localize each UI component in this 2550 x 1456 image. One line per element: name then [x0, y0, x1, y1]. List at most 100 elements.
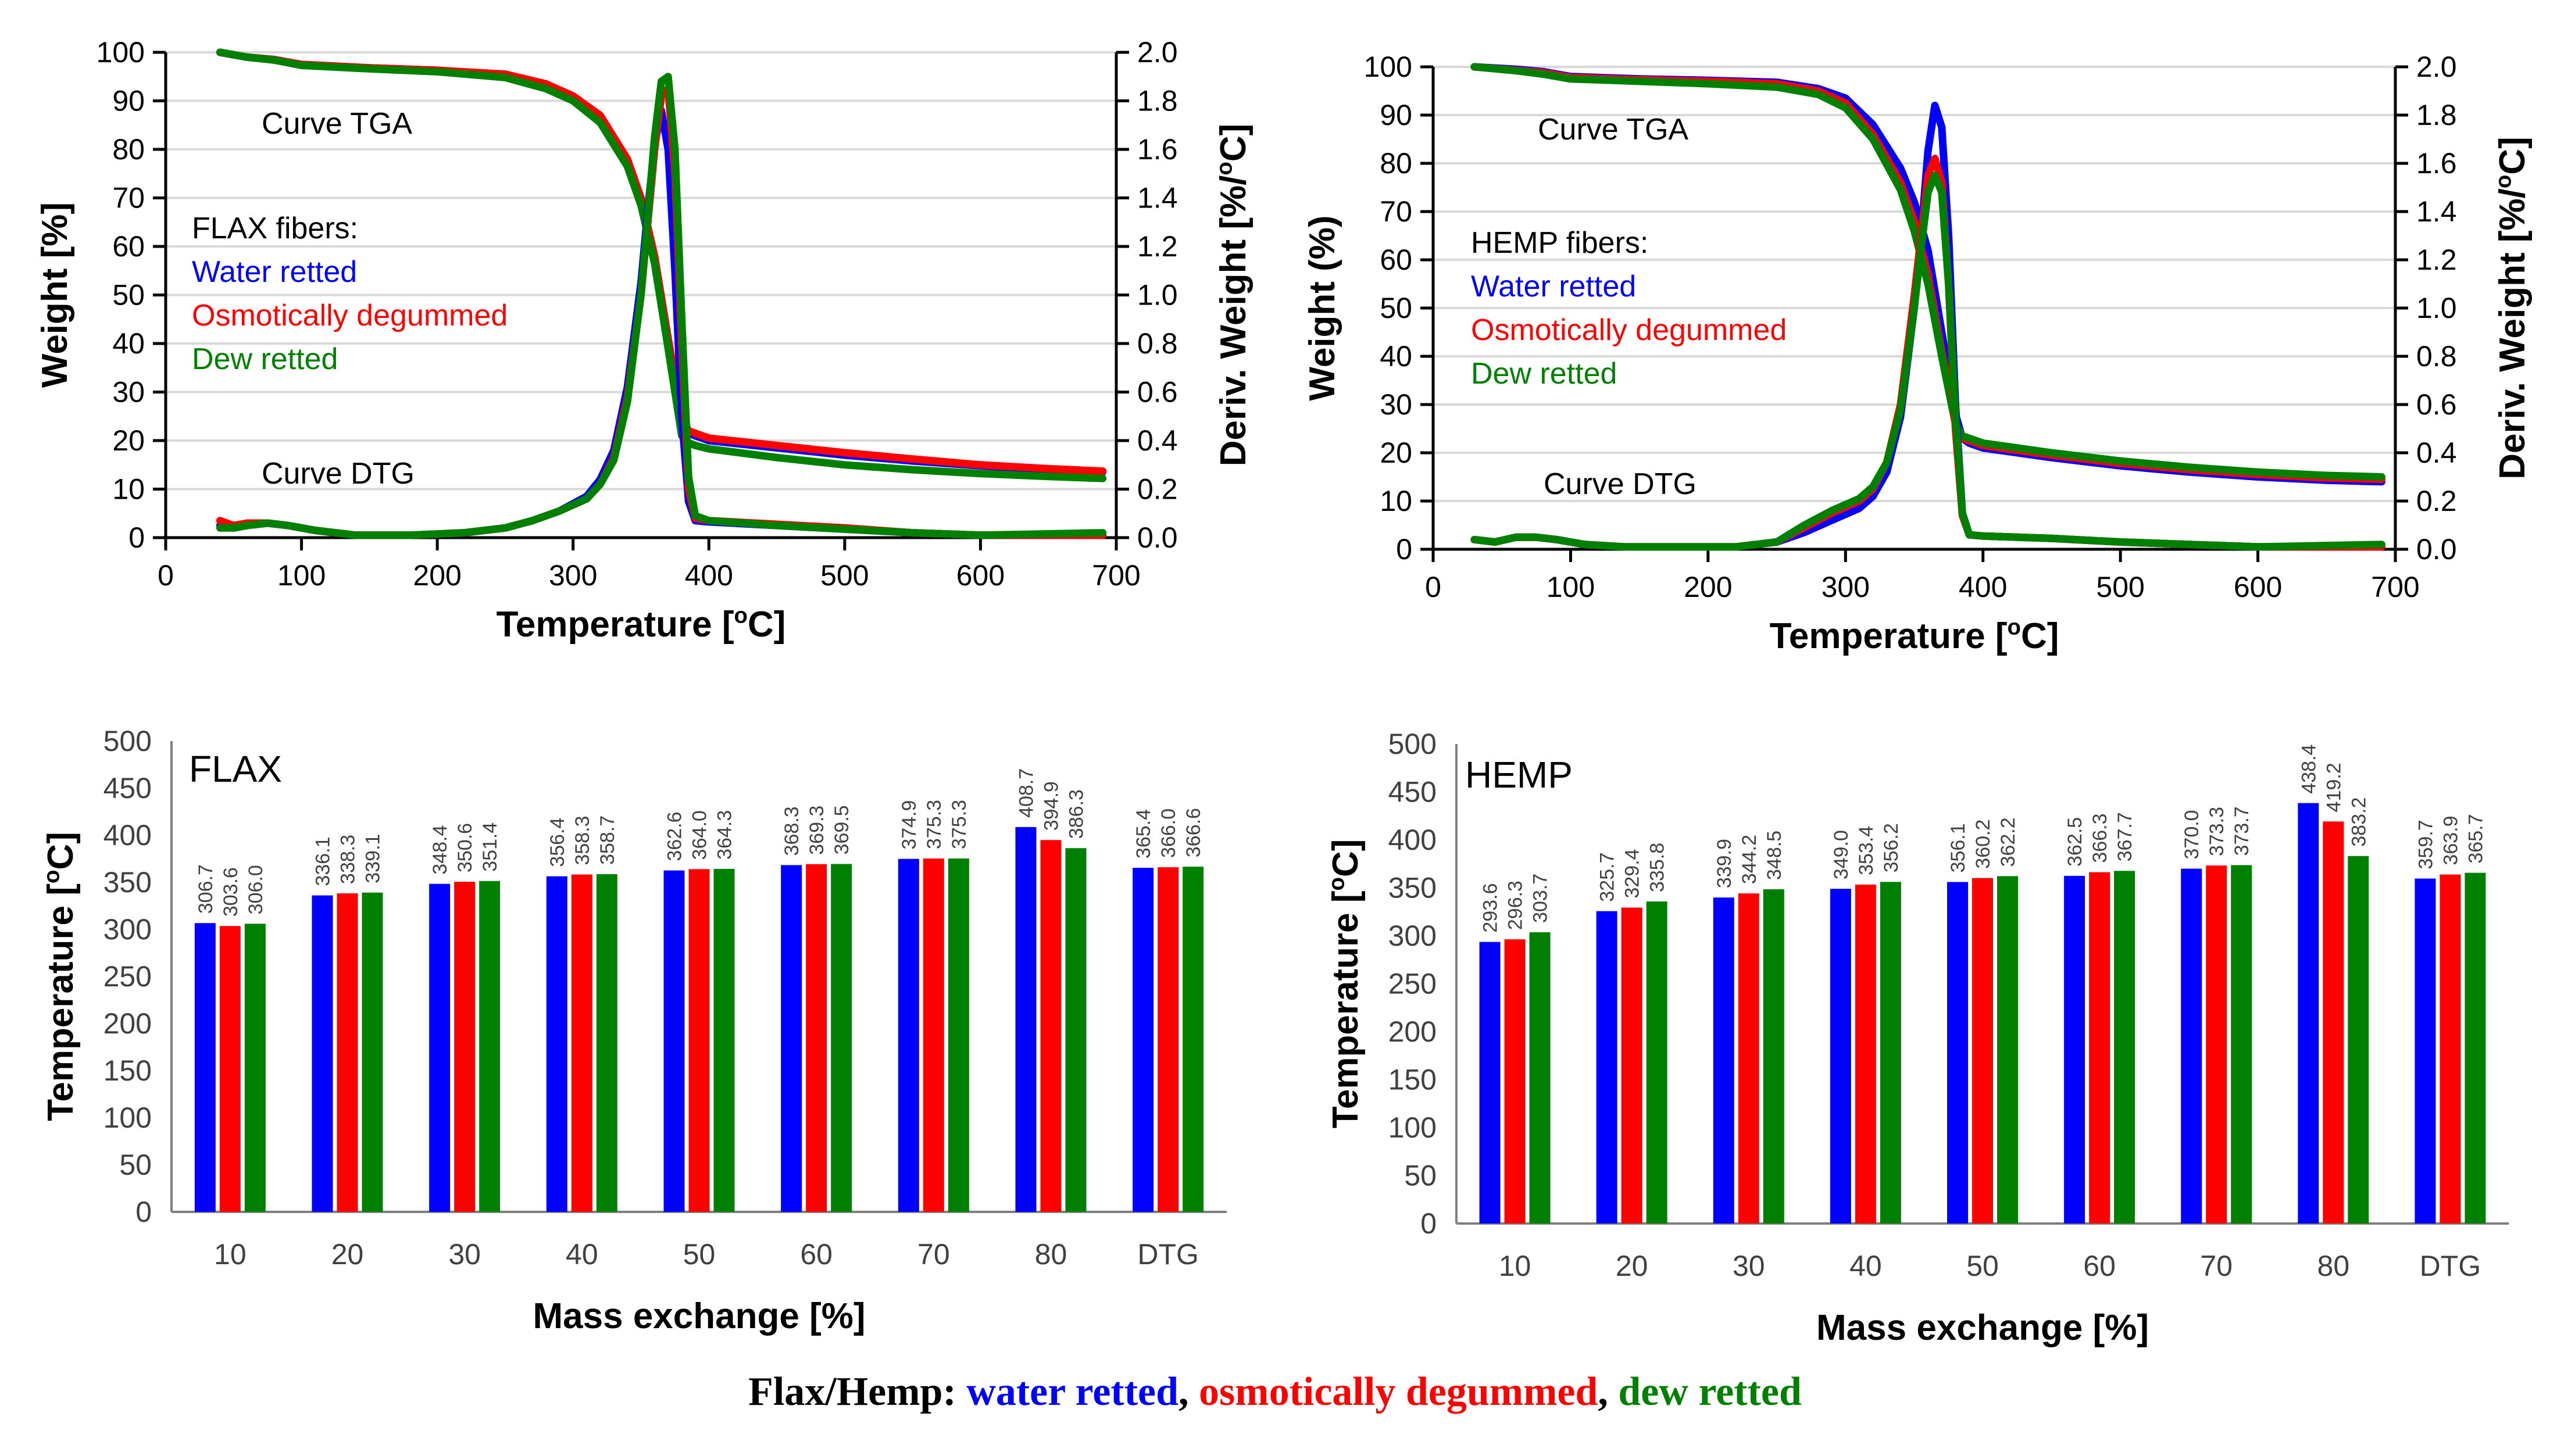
flax-bars-y-tick-label: 350: [103, 866, 152, 899]
hemp-bars-bar-water-retted: [2064, 875, 2085, 1224]
hemp-bars-y-tick-label: 150: [1388, 1064, 1437, 1096]
flax-bars-bar-osmotically-degummed: [219, 926, 241, 1212]
flax-tga-y2-tick-label: 1.0: [1137, 279, 1178, 312]
flax-bars-bar-osmotically-degummed: [688, 869, 710, 1212]
flax-tga-x-tick-label: 300: [549, 559, 597, 592]
flax-bars-y-tick-label: 450: [103, 772, 152, 804]
hemp-tga-y2-tick-label: 1.2: [2416, 244, 2457, 276]
hemp-tga-y2-tick-label: 0.6: [2416, 388, 2457, 421]
hemp-bars-y-tick-label: 50: [1404, 1160, 1437, 1192]
flax-bars-bar-dew-retted: [596, 874, 617, 1212]
flax-tga-y-tick-label: 20: [112, 424, 145, 457]
hemp-bars-data-label: 438.4: [2298, 745, 2320, 794]
hemp-bars-panel-label: HEMP: [1465, 754, 1573, 796]
flax-bars-data-label: 364.3: [714, 810, 736, 860]
flax-tga-chart: 0 10 20 30 40 50 60 70 80 90 100 0.0 0.2 0.4 0.6 0.8 1.0…: [35, 36, 1253, 645]
caption-prefix: Flax/Hemp:: [748, 1369, 967, 1414]
hemp-tga-annotation-dtg: Curve DTG: [1544, 467, 1697, 501]
hemp-bars-data-label: 329.4: [1622, 849, 1644, 898]
flax-tga-y2-tick-label: 0.4: [1137, 424, 1178, 457]
flax-bars-bar-osmotically-degummed: [1158, 867, 1179, 1212]
hemp-bars-bar-osmotically-degummed: [2440, 874, 2461, 1224]
flax-tga-legend-entry: Water retted: [192, 255, 357, 289]
hemp-bars-bar-water-retted: [2415, 878, 2436, 1224]
hemp-tga-legend-title: HEMP fibers:: [1471, 226, 1648, 260]
flax-bars-bar-osmotically-degummed: [571, 874, 592, 1212]
flax-bars-data-label: 338.3: [337, 835, 359, 884]
hemp-tga-y-tick-label: 80: [1380, 147, 1412, 180]
caption-water: water retted: [966, 1369, 1179, 1414]
flax-tga-y-tick-label: 60: [112, 230, 145, 263]
hemp-tga-legend-entry: Water retted: [1471, 270, 1636, 303]
flax-bars-y-tick-label: 50: [119, 1149, 152, 1181]
flax-bars-data-label: 351.4: [479, 822, 501, 872]
flax-tga-x-tick-label: 100: [277, 559, 326, 592]
hemp-bars-bar-dew-retted: [2114, 871, 2135, 1224]
hemp-tga-annotation-tga: Curve TGA: [1538, 113, 1688, 146]
flax-bars-data-label: 375.3: [923, 800, 945, 849]
flax-tga-y2-tick-label: 1.4: [1137, 182, 1178, 214]
flax-tga-y2-tick-label: 1.6: [1137, 133, 1178, 166]
flax-bars-data-label: 350.6: [454, 823, 476, 872]
hemp-tga-y2-tick-label: 0.8: [2416, 340, 2457, 373]
hemp-tga-x-tick-label: 100: [1547, 571, 1595, 603]
flax-bars-y-tick-label: 500: [103, 725, 152, 757]
flax-bars-bar-water-retted: [312, 895, 333, 1212]
flax-bars-data-label: 365.4: [1133, 809, 1155, 858]
flax-tga-y-tick-label: 0: [128, 521, 145, 554]
hemp-bars-x-axis-title: Mass exchange [%]: [1816, 1308, 2149, 1348]
flax-tga-x-tick-label: 0: [158, 559, 174, 592]
hemp-bars-data-label: 365.7: [2465, 814, 2487, 864]
hemp-bars-category-label: 20: [1616, 1250, 1648, 1282]
hemp-bars-data-label: 325.7: [1597, 853, 1619, 902]
flax-tga-y2-tick-label: 0.2: [1137, 473, 1178, 506]
hemp-bars-data-label: 296.3: [1505, 881, 1527, 930]
caption-sep-2: ,: [1598, 1369, 1619, 1414]
hemp-tga-x-axis-title: Temperature [oC]: [1770, 614, 2059, 656]
flax-bars-category-label: 80: [1035, 1238, 1067, 1271]
caption-osmotic: osmotically degummed: [1199, 1369, 1598, 1414]
hemp-bars-data-label: 356.1: [1947, 823, 1969, 872]
flax-bars-bar-dew-retted: [1065, 848, 1087, 1212]
flax-bars-x-axis-title: Mass exchange [%]: [533, 1296, 866, 1336]
flax-tga-y-tick-label: 30: [112, 376, 145, 409]
flax-bars-data-label: 303.6: [220, 867, 242, 917]
hemp-bars-bar-osmotically-degummed: [1855, 884, 1876, 1224]
hemp-tga-y-tick-label: 0: [1396, 533, 1412, 566]
flax-tga-legend-entry: Dew retted: [192, 342, 338, 376]
hemp-bars-data-label: 335.8: [1647, 843, 1669, 892]
hemp-bars-data-label: 339.9: [1713, 839, 1735, 888]
flax-bars-bar-dew-retted: [479, 881, 501, 1212]
hemp-tga-y-tick-label: 60: [1380, 244, 1412, 276]
flax-tga-x-axis-title: Temperature [oC]: [497, 603, 786, 645]
hemp-bars-data-label: 367.7: [2114, 812, 2136, 861]
hemp-tga-y2-tick-label: 1.0: [2416, 292, 2457, 324]
flax-tga-y-axis-title: Weight [%]: [35, 202, 75, 388]
flax-tga-y2-axis-title: Deriv. Weight [%/oC]: [1212, 124, 1253, 467]
flax-bars-data-label: 408.7: [1016, 768, 1038, 818]
flax-tga-x-tick-label: 700: [1092, 559, 1140, 592]
hemp-bars-data-label: 362.5: [2064, 817, 2086, 867]
flax-bars-bar-water-retted: [781, 865, 802, 1212]
hemp-bars-bar-osmotically-degummed: [1738, 893, 1759, 1224]
hemp-tga-y2-axis-title: Deriv. Weight [%/oC]: [2491, 137, 2533, 480]
flax-tga-y-tick-label: 10: [112, 473, 145, 506]
flax-bars-data-label: 336.1: [312, 836, 334, 886]
hemp-tga-x-tick-label: 0: [1425, 571, 1441, 603]
hemp-bars-bar-osmotically-degummed: [1621, 907, 1642, 1224]
hemp-bars-y-tick-label: 500: [1388, 728, 1437, 760]
flax-bars-category-label: 40: [566, 1238, 598, 1271]
hemp-bars-category-label: 10: [1499, 1250, 1531, 1282]
flax-tga-x-tick-label: 500: [820, 559, 869, 592]
flax-tga-y2-tick-label: 2.0: [1137, 36, 1178, 69]
flax-bars-category-label: 70: [917, 1238, 950, 1271]
hemp-bars-y-tick-label: 250: [1388, 968, 1437, 1000]
flax-bars-category-label: 10: [214, 1238, 247, 1271]
hemp-bars-bar-water-retted: [2181, 868, 2202, 1224]
hemp-bars-data-label: 419.2: [2323, 763, 2345, 812]
hemp-bars-bar-water-retted: [2298, 803, 2319, 1224]
hemp-bars-data-label: 363.9: [2440, 815, 2462, 865]
flax-tga-legend-title: FLAX fibers:: [192, 212, 358, 245]
flax-bars-bar-osmotically-degummed: [806, 864, 827, 1212]
